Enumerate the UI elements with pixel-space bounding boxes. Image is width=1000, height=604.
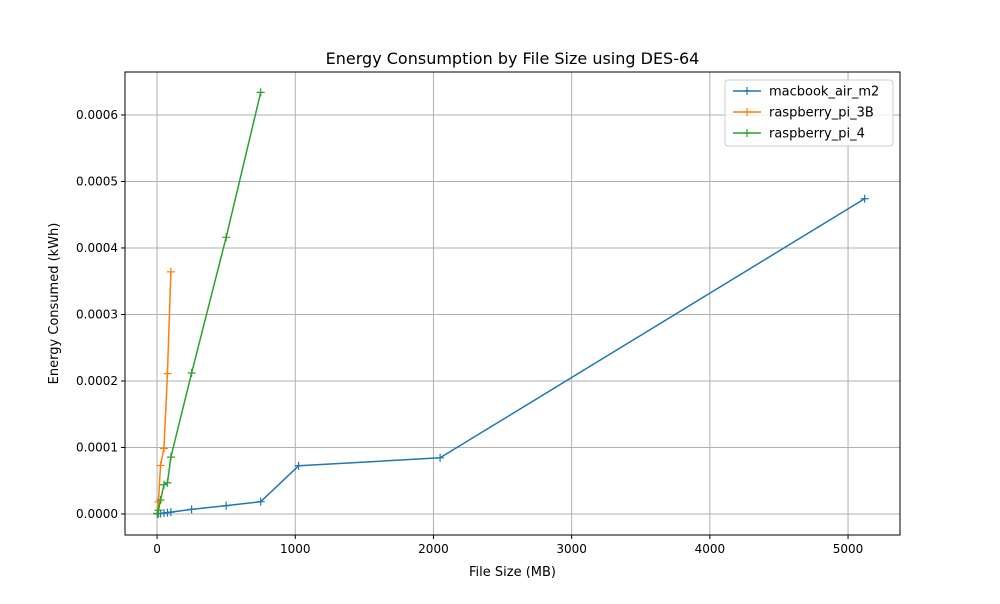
legend-label: raspberry_pi_3B	[769, 106, 874, 121]
x-tick-label: 5000	[833, 542, 864, 556]
data-point	[860, 194, 869, 203]
legend-marker	[743, 129, 751, 137]
data-point	[256, 497, 265, 506]
y-axis-label: Energy Consumed (kWh)	[47, 223, 62, 385]
legend-marker	[743, 87, 751, 95]
data-point	[222, 233, 231, 242]
data-series	[153, 88, 869, 518]
data-point	[222, 501, 231, 510]
data-point	[163, 369, 172, 378]
legend-item: raspberry_pi_3B	[733, 106, 874, 121]
data-point	[294, 461, 303, 470]
data-point	[153, 509, 162, 518]
x-tick-label: 3000	[556, 542, 587, 556]
data-point	[166, 453, 175, 462]
data-point	[159, 444, 168, 453]
data-point	[187, 505, 196, 514]
y-tick-label: 0.0002	[76, 374, 118, 388]
y-tick-label: 0.0000	[76, 507, 118, 521]
data-point	[163, 478, 172, 487]
axis-ticks: 0 1000 2000 3000 4000 5000 0.0000 0.0001 0.0002 0…	[76, 108, 863, 556]
data-point	[256, 88, 265, 97]
y-tick-label: 0.0003	[76, 307, 118, 321]
y-tick-label: 0.0004	[76, 241, 118, 255]
x-tick-label: 2000	[418, 542, 449, 556]
data-point	[166, 508, 175, 517]
data-point	[436, 453, 445, 462]
legend-item: raspberry_pi_4	[733, 127, 865, 142]
legend-marker	[743, 108, 751, 116]
data-point	[156, 496, 165, 505]
plot-frame	[124, 71, 901, 536]
data-point	[187, 368, 196, 377]
legend-box	[724, 79, 894, 147]
data-point	[154, 506, 163, 515]
x-tick-label: 0	[153, 542, 161, 556]
data-point	[156, 461, 165, 470]
y-tick-label: 0.0006	[76, 108, 118, 122]
x-tick-label: 4000	[695, 542, 726, 556]
chart-title: Energy Consumption by File Size using DE…	[326, 49, 700, 68]
y-tick-label: 0.0001	[76, 440, 118, 454]
legend-label: raspberry_pi_4	[769, 127, 865, 142]
legend-label: macbook_air_m2	[769, 85, 879, 100]
grid-lines	[125, 72, 900, 535]
legend: macbook_air_m2 raspberry_pi_3B raspberry_p…	[724, 79, 894, 147]
x-tick-label: 1000	[280, 542, 311, 556]
legend-item: macbook_air_m2	[733, 85, 879, 100]
x-axis-label: File Size (MB)	[469, 565, 556, 580]
y-tick-label: 0.0005	[76, 174, 118, 188]
series-raspberry_pi_4	[153, 88, 265, 518]
data-point	[159, 480, 168, 489]
data-point	[166, 267, 175, 276]
